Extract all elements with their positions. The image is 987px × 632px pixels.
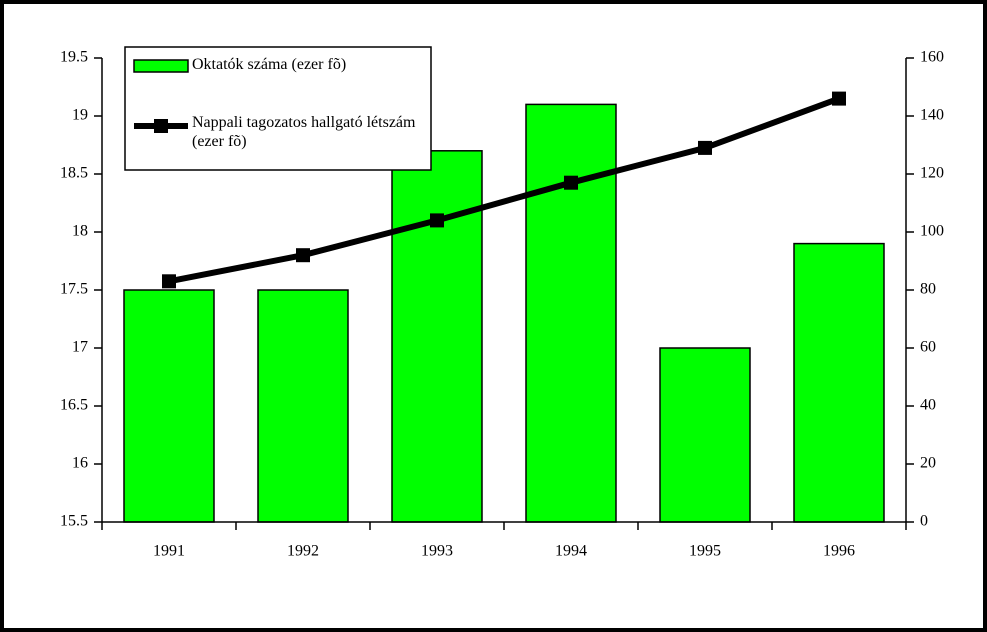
y-tick-label: 15.5	[60, 513, 88, 530]
line-marker	[698, 140, 712, 155]
y-tick-label: 19	[72, 107, 88, 124]
y-tick-label: 18	[72, 223, 88, 240]
y-tick-label: 18.5	[60, 165, 88, 182]
legend-marker	[154, 119, 168, 133]
bar	[257, 289, 349, 523]
line	[168, 95, 841, 285]
y2-tick-label: 20	[920, 455, 936, 472]
y-tick-label: 17.5	[60, 281, 88, 298]
y-tick-label: 19.5	[60, 49, 88, 66]
bar	[391, 150, 483, 523]
x-tick-label: 1996	[823, 543, 855, 560]
bar	[123, 289, 215, 523]
y2-tick-label: 120	[920, 165, 944, 182]
legend-label: Oktatók száma (ezer fõ)	[192, 56, 347, 73]
y-tick-label: 16	[72, 455, 88, 472]
y2-tick-label: 160	[920, 49, 944, 66]
y2-tick-label: 60	[920, 339, 936, 356]
x-tick-label: 1993	[421, 543, 453, 560]
y2-tick-label: 0	[920, 513, 928, 530]
legend-entry: Nappali tagozatos hallgató létszám (ezer…	[192, 114, 416, 150]
bar	[525, 103, 617, 523]
bar	[793, 242, 885, 523]
legend-entry: Oktatók száma (ezer fõ)	[192, 56, 347, 73]
y-tick-label: 16.5	[60, 397, 88, 414]
legend-swatch	[133, 59, 189, 73]
x-tick-label: 1995	[689, 543, 721, 560]
y2-tick-label: 140	[920, 107, 944, 124]
y-tick-label: 17	[72, 339, 88, 356]
line-marker	[296, 248, 310, 263]
y2-tick-label: 40	[920, 397, 936, 414]
line-marker	[430, 213, 444, 228]
x-tick-label: 1994	[555, 543, 587, 560]
x-tick-label: 1992	[287, 543, 319, 560]
line-marker	[162, 274, 176, 289]
bar	[659, 347, 751, 523]
line-marker	[564, 175, 578, 190]
line-marker	[832, 91, 846, 106]
y2-tick-label: 80	[920, 281, 936, 298]
legend-label: Nappali tagozatos hallgató létszám (ezer…	[192, 114, 416, 150]
y2-tick-label: 100	[920, 223, 944, 240]
x-tick-label: 1991	[153, 543, 185, 560]
